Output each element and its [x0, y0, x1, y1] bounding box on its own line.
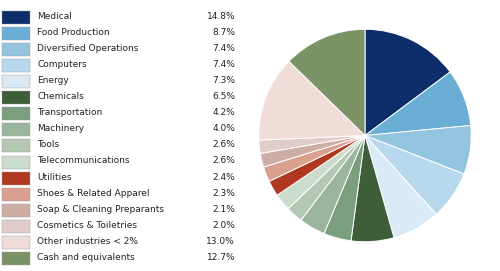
Text: 6.5%: 6.5% [212, 92, 235, 101]
Text: 4.0%: 4.0% [212, 124, 235, 133]
Wedge shape [259, 136, 365, 153]
Wedge shape [259, 61, 365, 140]
Wedge shape [365, 72, 471, 136]
Text: 2.3%: 2.3% [212, 189, 235, 198]
Text: Telecommunications: Telecommunications [37, 156, 130, 166]
Text: Food Production: Food Production [37, 28, 110, 37]
Text: Soap & Cleaning Preparants: Soap & Cleaning Preparants [37, 205, 164, 214]
Bar [2, 220, 30, 233]
Bar [2, 107, 30, 120]
Bar [2, 140, 30, 153]
Text: Transportation: Transportation [37, 108, 102, 117]
Wedge shape [289, 29, 365, 136]
Wedge shape [365, 125, 471, 174]
Bar [2, 123, 30, 136]
Text: 2.6%: 2.6% [212, 140, 235, 149]
Wedge shape [365, 136, 436, 238]
Bar [2, 43, 30, 56]
Text: Cosmetics & Toiletries: Cosmetics & Toiletries [37, 221, 137, 230]
Text: 4.2%: 4.2% [212, 108, 235, 117]
Wedge shape [324, 136, 365, 241]
Text: 2.0%: 2.0% [212, 221, 235, 230]
Wedge shape [260, 136, 365, 167]
Text: Energy: Energy [37, 76, 69, 85]
Text: 12.7%: 12.7% [206, 253, 235, 262]
Text: Computers: Computers [37, 60, 87, 69]
Text: 2.6%: 2.6% [212, 156, 235, 166]
Text: Medical: Medical [37, 12, 72, 21]
Bar [2, 91, 30, 104]
Text: Machinery: Machinery [37, 124, 84, 133]
Bar [2, 252, 30, 265]
Wedge shape [277, 136, 365, 209]
Text: Utilities: Utilities [37, 173, 72, 182]
Wedge shape [365, 136, 464, 214]
Text: Diversified Operations: Diversified Operations [37, 44, 138, 53]
Text: 7.3%: 7.3% [212, 76, 235, 85]
Bar [2, 188, 30, 201]
Text: Other industries < 2%: Other industries < 2% [37, 237, 138, 246]
Bar [2, 172, 30, 185]
Bar [2, 11, 30, 24]
Text: 14.8%: 14.8% [206, 12, 235, 21]
Bar [2, 75, 30, 88]
Wedge shape [288, 136, 365, 220]
Text: 7.4%: 7.4% [212, 44, 235, 53]
Bar [2, 156, 30, 169]
Text: Cash and equivalents: Cash and equivalents [37, 253, 135, 262]
Text: 2.4%: 2.4% [212, 173, 235, 182]
Text: Shoes & Related Apparel: Shoes & Related Apparel [37, 189, 150, 198]
Wedge shape [264, 136, 365, 181]
Text: Chemicals: Chemicals [37, 92, 84, 101]
Bar [2, 27, 30, 40]
Text: 8.7%: 8.7% [212, 28, 235, 37]
Wedge shape [301, 136, 365, 234]
Text: 13.0%: 13.0% [206, 237, 235, 246]
Bar [2, 236, 30, 249]
Wedge shape [269, 136, 365, 195]
Text: Tools: Tools [37, 140, 60, 149]
Wedge shape [365, 29, 450, 136]
Text: 7.4%: 7.4% [212, 60, 235, 69]
Bar [2, 59, 30, 72]
Wedge shape [351, 136, 394, 242]
Bar [2, 204, 30, 217]
Text: 2.1%: 2.1% [212, 205, 235, 214]
